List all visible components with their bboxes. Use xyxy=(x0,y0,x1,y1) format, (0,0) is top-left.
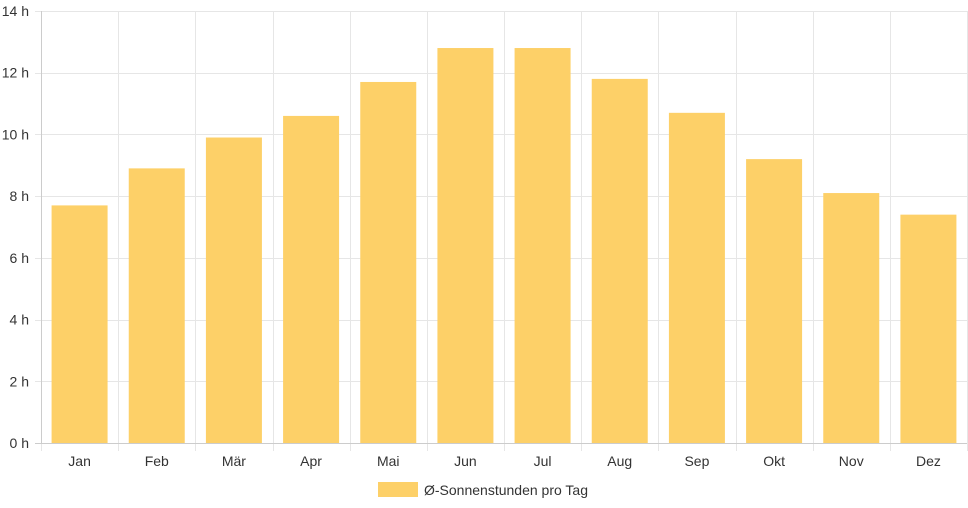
axes xyxy=(35,11,967,444)
y-tick-label: 14 h xyxy=(2,3,29,19)
legend-swatch[interactable] xyxy=(378,482,418,497)
x-tick-label: Okt xyxy=(763,453,785,469)
bar-jul[interactable] xyxy=(514,48,571,444)
x-tick-label: Aug xyxy=(607,453,632,469)
bar-mai[interactable] xyxy=(360,81,417,443)
bar-sep[interactable] xyxy=(668,112,725,443)
y-tick-label: 8 h xyxy=(10,188,29,204)
bar-nov[interactable] xyxy=(823,193,880,443)
x-tick-label: Jan xyxy=(68,453,91,469)
bar-dez[interactable] xyxy=(900,214,957,443)
bar-apr[interactable] xyxy=(283,115,340,444)
x-tick-label: Mär xyxy=(222,453,246,469)
x-tick-label: Feb xyxy=(145,453,169,469)
y-tick-label: 0 h xyxy=(10,435,29,451)
bar-okt[interactable] xyxy=(746,159,803,443)
x-axis-ticks: Jan Feb Mär Apr Mai Jun Jul Aug Sep Okt Nov Dez xyxy=(68,453,941,469)
x-tick-label: Mai xyxy=(377,453,400,469)
y-tick-label: 2 h xyxy=(10,373,29,389)
x-tick-label: Jun xyxy=(454,453,477,469)
bar-mär[interactable] xyxy=(205,137,262,443)
x-tick-label: Sep xyxy=(684,453,709,469)
y-tick-label: 12 h xyxy=(2,65,29,81)
legend: Ø-Sonnenstunden pro Tag xyxy=(378,482,588,498)
y-tick-label: 10 h xyxy=(2,126,29,142)
bar-jun[interactable] xyxy=(437,48,494,444)
y-axis-ticks: 0 h 2 h 4 h 6 h 8 h 10 h 12 h 14 h xyxy=(2,3,29,451)
grid-lines xyxy=(35,11,968,451)
y-tick-label: 6 h xyxy=(10,250,29,266)
x-tick-label: Apr xyxy=(300,453,322,469)
x-tick-label: Jul xyxy=(534,453,552,469)
x-tick-label: Dez xyxy=(916,453,941,469)
bar-series xyxy=(51,48,957,444)
y-tick-label: 4 h xyxy=(10,312,29,328)
legend-label[interactable]: Ø-Sonnenstunden pro Tag xyxy=(424,482,588,498)
x-tick-label: Nov xyxy=(839,453,864,469)
bar-jan[interactable] xyxy=(51,205,108,443)
bar-feb[interactable] xyxy=(128,168,185,443)
bar-aug[interactable] xyxy=(591,78,648,443)
